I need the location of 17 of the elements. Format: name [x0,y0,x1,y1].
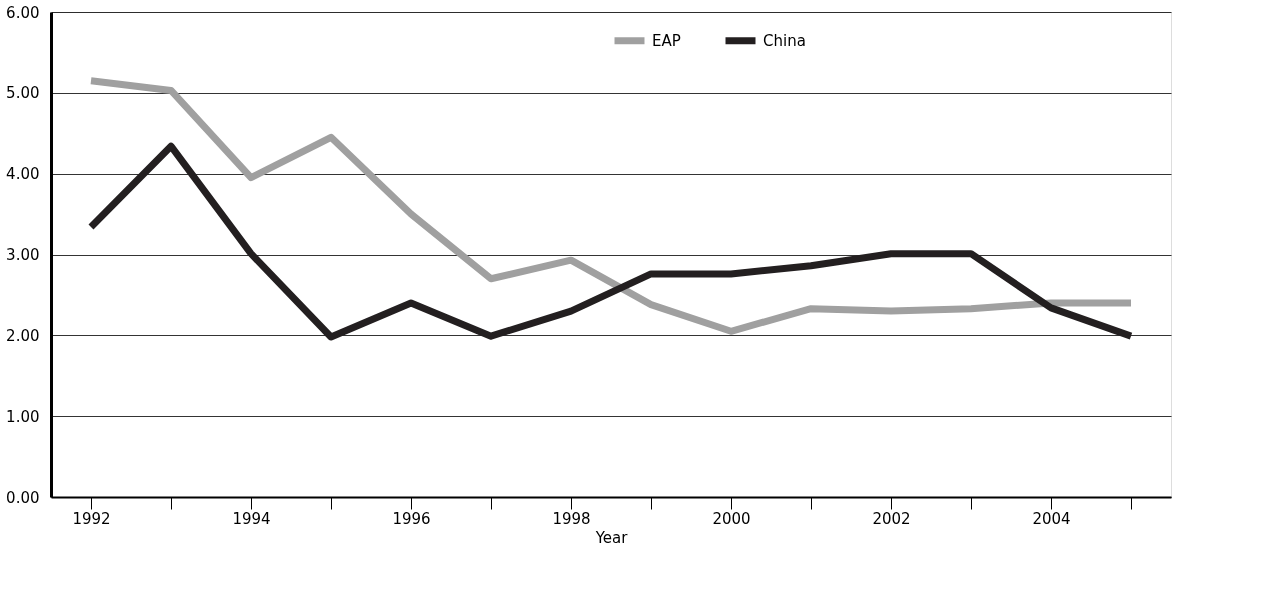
x-tick-label: 2000 [712,509,751,528]
y-tick-label: 5.00 [6,84,40,103]
legend-label: EAP [652,31,681,50]
x-tick-label: 2004 [1032,509,1071,528]
y-tick-label: 0.00 [6,488,40,507]
y-tick-label: 6.00 [6,3,40,22]
x-tick-label: 2002 [872,509,911,528]
y-tick-label: 4.00 [6,165,40,184]
x-tick-label: 1998 [552,509,591,528]
x-tick-label: 1994 [232,509,271,528]
x-axis-title: Year [594,528,629,547]
y-tick-label: 1.00 [6,407,40,426]
x-tick-label: 1996 [392,509,431,528]
legend-label: China [763,31,806,50]
y-tick-label: 2.00 [6,326,40,345]
x-tick-label: 1992 [72,509,111,528]
y-tick-label: 3.00 [6,246,40,264]
